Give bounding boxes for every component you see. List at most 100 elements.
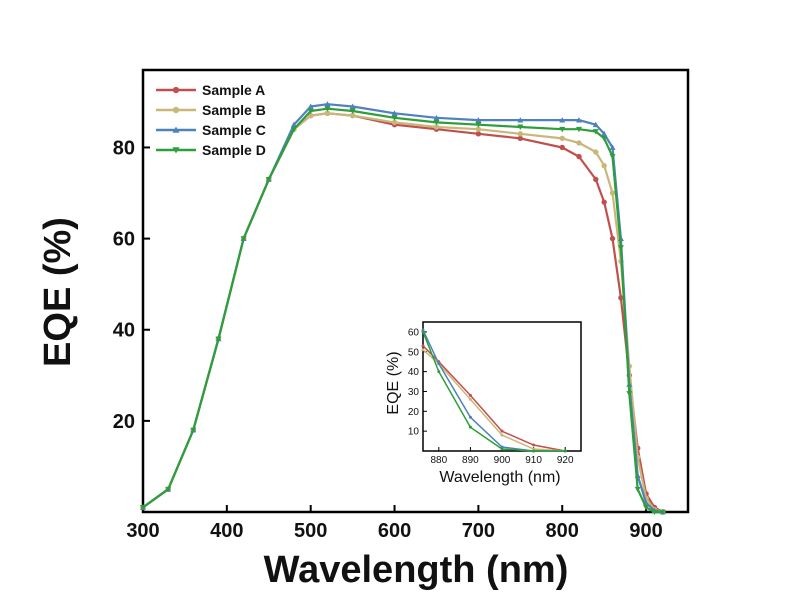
data-point-sample-d	[265, 176, 272, 183]
inset-y-tick-label: 40	[408, 367, 420, 378]
data-point-sample-d	[475, 122, 482, 128]
inset-x-tick-label: 920	[557, 455, 574, 466]
data-point-sample-b	[475, 126, 482, 132]
legend-label-sample-a: Sample A	[202, 82, 265, 98]
data-point-sample-b	[324, 110, 331, 116]
data-point-sample-d	[391, 115, 398, 121]
series-line-sample-d	[142, 107, 663, 514]
main-y-tick-label: 40	[113, 320, 135, 342]
legend-item-sample-d: Sample D	[156, 142, 266, 158]
legend-label-sample-d: Sample D	[202, 142, 266, 158]
data-point-sample-c	[609, 144, 616, 150]
data-point-sample-a	[576, 153, 582, 160]
data-point-sample-d	[165, 486, 172, 493]
inset-data-point-sample-d	[500, 447, 504, 451]
main-x-tick-label: 700	[462, 520, 495, 542]
inset-data-point-sample-a	[421, 344, 425, 348]
data-point-sample-c	[391, 110, 398, 116]
main-series-group	[140, 101, 666, 515]
data-point-sample-d	[290, 126, 297, 133]
main-y-tick-label: 80	[113, 137, 135, 159]
data-point-sample-d	[215, 336, 222, 342]
data-point-sample-c	[592, 121, 599, 128]
inset-plot: 10 20 30 40 50 60 880 890 900 910 920 Wavelength …	[385, 321, 582, 486]
main-x-tick-label: 800	[546, 520, 579, 542]
data-point-sample-c	[475, 117, 482, 123]
main-x-tick-label: 900	[629, 520, 662, 542]
inset-series-line-sample-b	[422, 349, 566, 452]
data-point-sample-d	[659, 509, 666, 515]
data-point-sample-d	[190, 427, 197, 433]
legend-item-sample-c: Sample C	[156, 122, 266, 138]
legend-item-sample-a: Sample A	[156, 82, 265, 98]
data-point-sample-c	[576, 117, 582, 123]
series-sample-b	[140, 110, 666, 515]
inset-series-group	[421, 328, 567, 453]
inset-data-point-sample-d	[421, 330, 425, 334]
data-point-sample-d	[626, 391, 633, 397]
data-point-sample-d	[651, 509, 658, 515]
main-x-tick-label: 300	[126, 520, 159, 542]
data-point-sample-c	[290, 121, 297, 128]
inset-background	[423, 322, 581, 451]
legend-marker-sample-b	[172, 106, 180, 114]
data-point-sample-d	[240, 236, 247, 242]
main-x-tick-label: 400	[210, 520, 243, 542]
data-point-sample-b	[601, 162, 607, 169]
data-point-sample-d	[307, 108, 314, 115]
inset-x-tick-label: 880	[430, 455, 447, 466]
data-point-sample-d	[576, 126, 582, 133]
data-point-sample-b	[609, 190, 616, 196]
main-y-axis-label: EQE (%)	[37, 217, 79, 367]
inset-y-tick-label: 30	[408, 387, 420, 398]
inset-y-tick-label: 10	[408, 427, 420, 438]
data-point-sample-b	[593, 149, 599, 155]
inset-data-point-sample-d	[437, 370, 441, 374]
data-point-sample-d	[592, 129, 599, 135]
data-point-sample-a	[517, 135, 524, 142]
main-y-tick-label: 60	[113, 229, 135, 251]
data-point-sample-d	[559, 126, 566, 133]
data-point-sample-a	[475, 131, 482, 137]
data-point-sample-c	[433, 114, 440, 121]
data-point-sample-a	[593, 176, 599, 183]
legend-marker-sample-d	[172, 147, 180, 154]
main-plot-frame	[141, 68, 690, 514]
main-x-tick-label: 600	[378, 520, 411, 542]
data-point-sample-b	[349, 112, 356, 119]
inset-series-line-sample-d	[422, 331, 566, 452]
series-sample-a	[140, 110, 666, 515]
inset-data-point-sample-d	[563, 449, 567, 453]
inset-y-tick-label: 20	[408, 407, 420, 418]
main-x-tick-label: 500	[294, 520, 327, 542]
inset-x-axis-label: Wavelength (nm)	[439, 469, 560, 486]
inset-x-tick-label: 900	[494, 455, 511, 466]
inset-data-point-sample-c	[468, 415, 472, 419]
main-plot: 20 40 60 80 300 400 500 600 700 800 900 Wavelengt…	[37, 68, 690, 591]
data-point-sample-b	[517, 131, 524, 137]
main-y-tick-label: 20	[113, 411, 135, 433]
data-point-sample-d	[324, 106, 331, 112]
data-point-sample-d	[643, 505, 650, 511]
data-point-sample-b	[576, 140, 582, 146]
series-line-sample-b	[142, 112, 664, 514]
data-point-sample-d	[349, 108, 356, 115]
inset-data-point-sample-b	[500, 433, 504, 437]
main-x-ticks: 300 400 500 600 700 800 900	[126, 505, 663, 542]
main-x-axis-label: Wavelength (nm)	[264, 549, 569, 591]
data-point-sample-d	[634, 486, 641, 493]
legend-marker-sample-c	[172, 126, 180, 133]
legend-label-sample-c: Sample C	[202, 122, 266, 138]
data-point-sample-c	[559, 117, 566, 123]
inset-data-point-sample-b	[421, 348, 425, 352]
data-point-sample-c	[517, 117, 524, 123]
data-point-sample-d	[617, 245, 624, 251]
inset-data-point-sample-b	[468, 397, 472, 401]
legend-item-sample-b: Sample B	[156, 102, 266, 118]
data-point-sample-a	[559, 144, 565, 151]
data-point-sample-c	[601, 130, 608, 137]
inset-x-tick-label: 910	[525, 455, 542, 466]
inset-data-point-sample-a	[532, 443, 536, 447]
inset-x-tick-label: 890	[462, 455, 479, 466]
